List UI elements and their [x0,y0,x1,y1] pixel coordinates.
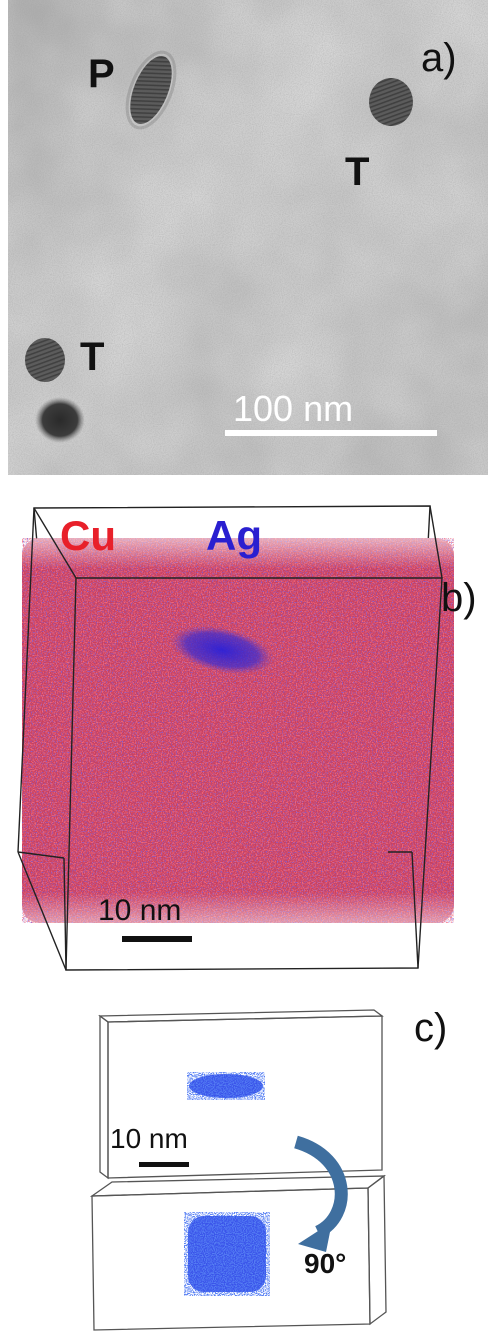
precipitate-p [125,50,177,130]
panel-letter-c: c) [414,1006,448,1050]
scale-bar-c-label: 10 nm [110,1123,188,1154]
legend-cu: Cu [60,512,116,560]
side-view-box [89,1174,387,1331]
top-view-box [98,1009,384,1180]
panel-letter-a: a) [421,36,457,80]
scale-bar-b-line [122,936,192,942]
ag-cluster [170,625,274,675]
legend-ag: Ag [206,512,262,560]
precipitate-side-view [184,1212,270,1296]
atom-cloud [22,538,454,923]
rotation-label: 90° [304,1248,347,1279]
apt-reconstruction [17,505,454,971]
rotation-arrow [293,1135,348,1252]
precipitate-views-panel: c) 10 nm 90° [0,990,496,1332]
scale-bar-a-label: 100 nm [233,388,354,429]
tem-image [8,0,488,475]
scale-bar-c-line [139,1162,189,1167]
precipitate-views [89,1009,387,1331]
label-t-left: T [80,335,105,379]
precipitate-top-view [187,1072,265,1100]
label-p: P [88,52,115,96]
bounding-box [17,505,443,971]
legend-cu-label: Cu [60,512,116,559]
atom-probe-panel: Cu Ag b) 10 nm [0,480,496,980]
legend-ag-label: Ag [206,512,262,559]
tem-micrograph-panel: P T T a) 100 nm [8,0,488,475]
precipitate-t-top [369,78,413,126]
label-t-top: T [345,150,370,194]
precipitate-t-left [25,338,85,443]
scale-bar-a-line [225,430,437,436]
panel-letter-b: b) [441,576,477,620]
scale-bar-b-label: 10 nm [98,894,182,927]
